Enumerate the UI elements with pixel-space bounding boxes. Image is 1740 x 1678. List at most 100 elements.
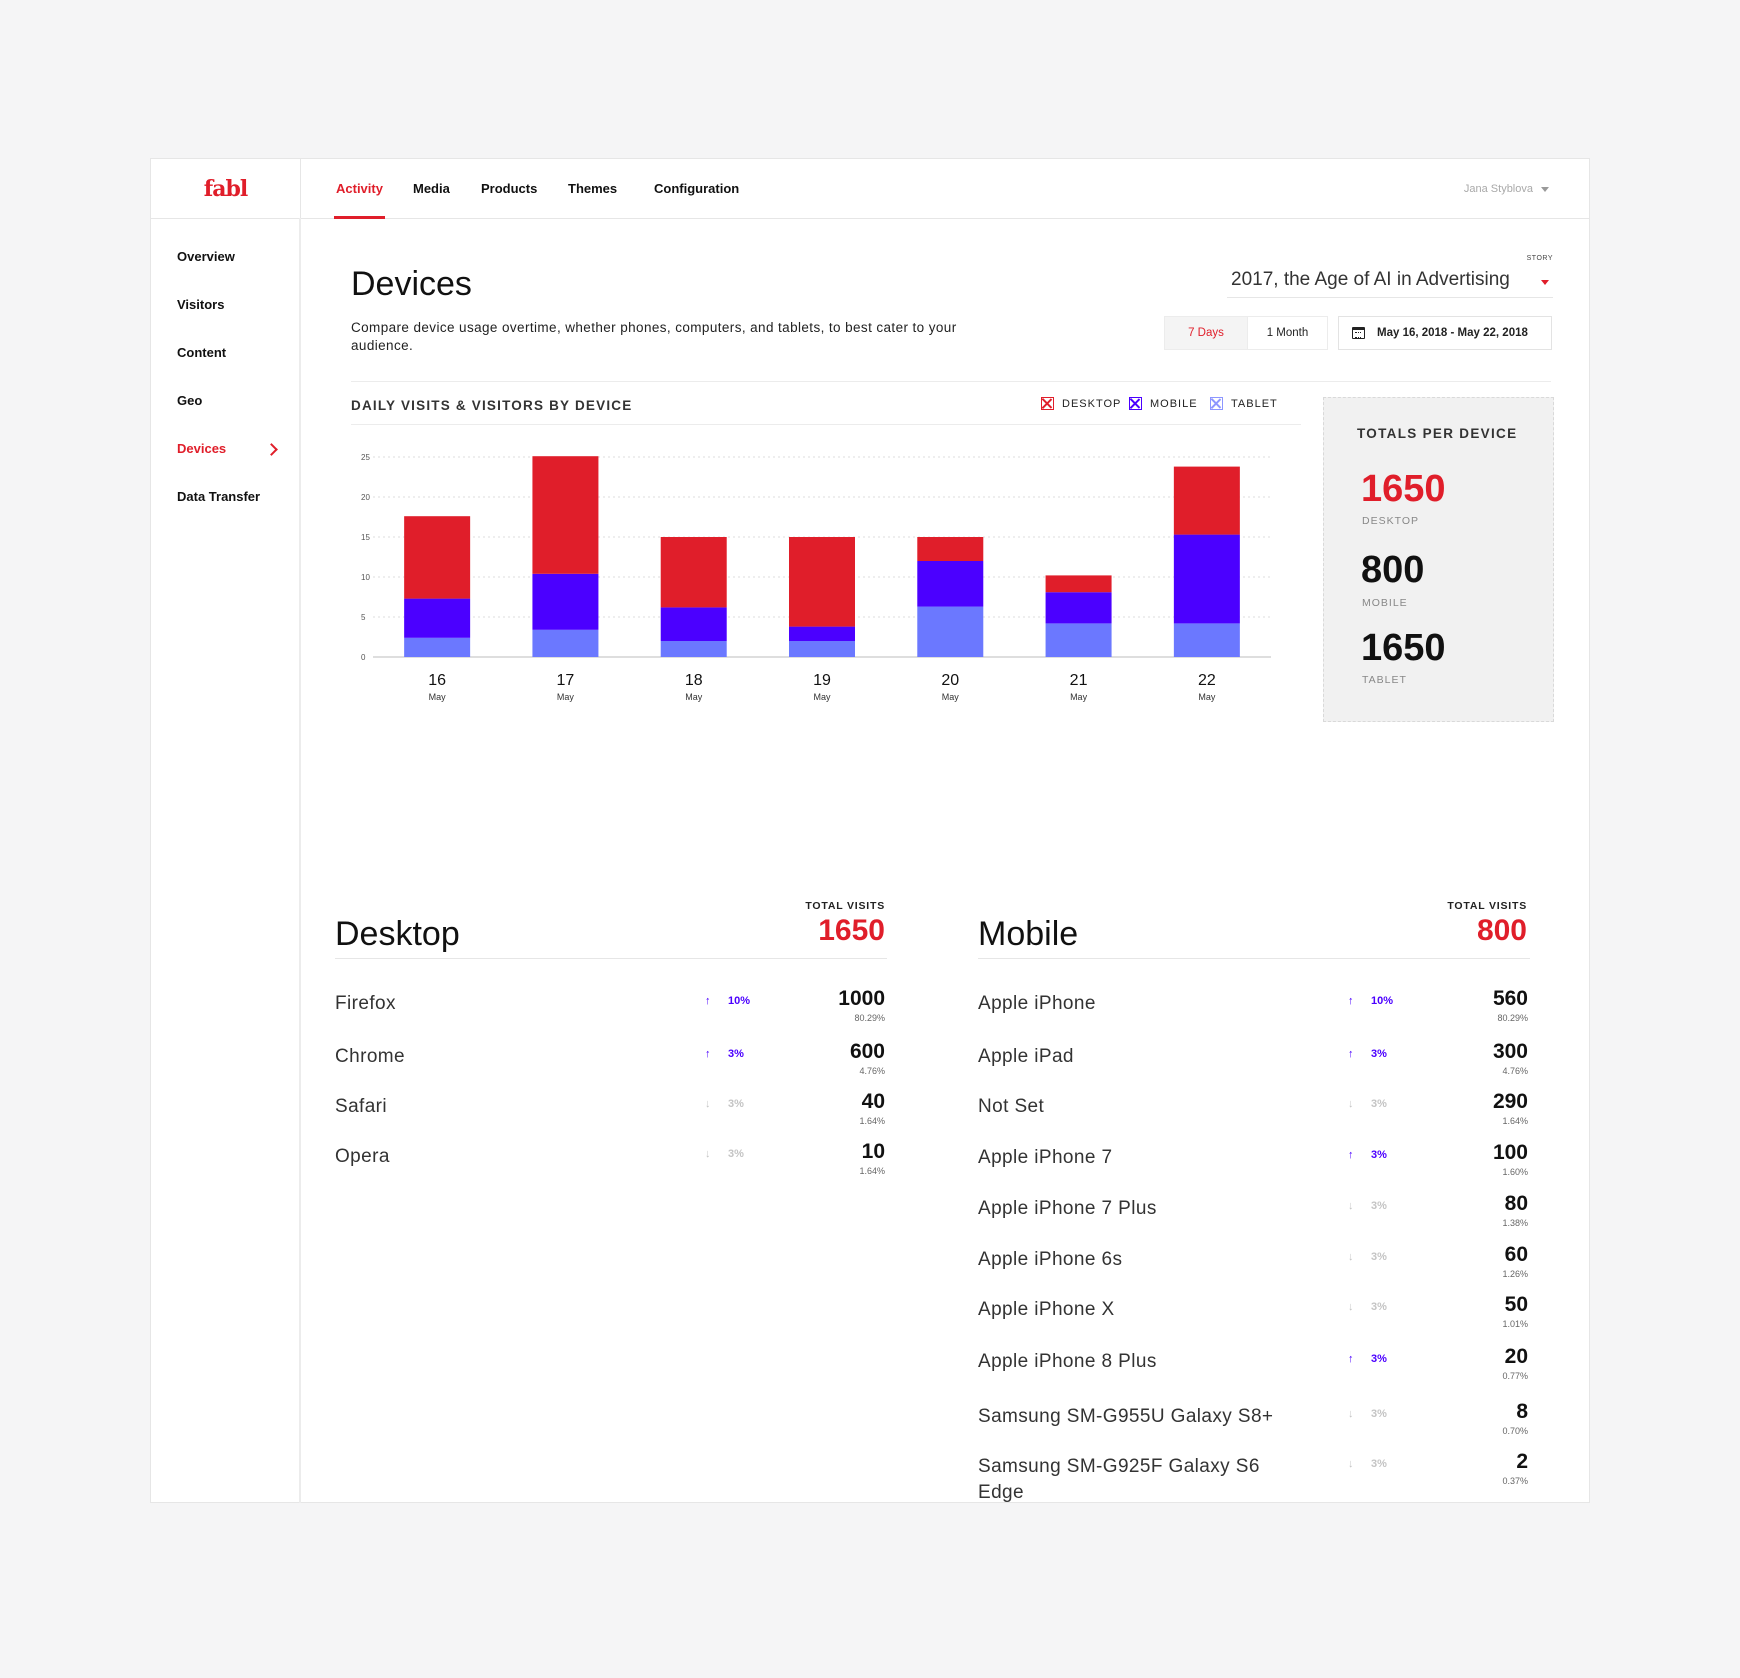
range-7-days-button[interactable]: 7 Days xyxy=(1188,327,1224,339)
item-percent: 1.64% xyxy=(859,1116,885,1126)
item-value: 80 xyxy=(1504,1192,1528,1215)
trend-indicator: ↓ 3% xyxy=(1348,1251,1387,1263)
date-range-value: May 16, 2018 - May 22, 2018 xyxy=(1377,327,1528,339)
sidebar-item-geo[interactable]: Geo xyxy=(177,393,203,408)
logo-container: fabl xyxy=(151,159,301,218)
bar-segment-desktop xyxy=(404,516,471,599)
trend-indicator: ↓ 3% xyxy=(1348,1408,1387,1420)
list-item[interactable]: Chrome ↑ 3% 600 4.76% xyxy=(335,1040,885,1086)
tab-activity[interactable]: Activity xyxy=(334,159,385,219)
user-menu[interactable]: Jana Styblova xyxy=(1464,159,1549,219)
bar-segment-desktop xyxy=(789,537,855,627)
item-percent: 1.64% xyxy=(1502,1116,1528,1126)
tab-configuration[interactable]: Configuration xyxy=(654,181,740,196)
bar-segment-mobile xyxy=(917,561,984,607)
date-range-picker[interactable]: May 16, 2018 - May 22, 2018 xyxy=(1338,316,1552,350)
x-tick-label: 22 xyxy=(1198,672,1216,689)
bar-segment-tablet xyxy=(789,641,855,657)
arrow-down-icon: ↓ xyxy=(1348,1200,1354,1212)
range-1-month-button[interactable]: 1 Month xyxy=(1247,317,1327,349)
item-percent: 1.26% xyxy=(1502,1269,1528,1279)
trend-indicator: ↓ 3% xyxy=(705,1148,744,1160)
divider xyxy=(351,424,1301,425)
arrow-down-icon: ↓ xyxy=(1348,1408,1354,1420)
arrow-up-icon: ↑ xyxy=(1348,1048,1354,1060)
item-value: 560 xyxy=(1492,987,1528,1010)
trend-change: 3% xyxy=(1368,1200,1387,1212)
tab-themes[interactable]: Themes xyxy=(568,181,618,196)
arrow-up-icon: ↑ xyxy=(1348,995,1354,1007)
item-value: 600 xyxy=(849,1040,885,1063)
sidebar-item-data-transfer[interactable]: Data Transfer xyxy=(177,489,261,504)
sidebar-item-devices[interactable]: Devices xyxy=(177,441,227,456)
divider xyxy=(351,381,1551,382)
x-tick-label: 21 xyxy=(1070,672,1088,689)
list-item[interactable]: Samsung SM-G925F Galaxy S6 Edge ↓ 3% 2 0.37… xyxy=(978,1450,1528,1503)
trend-indicator: ↑ 3% xyxy=(1348,1048,1387,1060)
x-tick-label: 20 xyxy=(941,672,959,689)
legend-label: MOBILE xyxy=(1150,398,1198,410)
list-item[interactable]: Apple iPhone X ↓ 3% 50 1.01% xyxy=(978,1293,1528,1339)
list-item[interactable]: Apple iPhone 7 Plus ↓ 3% 80 1.38% xyxy=(978,1192,1528,1238)
legend-swatch-desktop xyxy=(1041,397,1054,410)
total-tablet-label: TABLET xyxy=(1362,674,1407,686)
list-item[interactable]: Apple iPhone 8 Plus ↑ 3% 20 0.77% xyxy=(978,1345,1528,1391)
sidebar: Overview Visitors Content Geo Devices Da… xyxy=(151,218,301,1503)
legend-label: DESKTOP xyxy=(1062,398,1122,410)
list-item[interactable]: Apple iPad ↑ 3% 300 4.76% xyxy=(978,1040,1528,1086)
trend-change: 3% xyxy=(1368,1458,1387,1470)
list-item[interactable]: Not Set ↓ 3% 290 1.64% xyxy=(978,1090,1528,1136)
bar-segment-mobile xyxy=(660,607,727,641)
trend-change: 10% xyxy=(725,995,751,1007)
list-item[interactable]: Apple iPhone ↑ 10% 560 80.29% xyxy=(978,987,1528,1033)
list-item[interactable]: Firefox ↑ 10% 1000 80.29% xyxy=(335,987,885,1033)
item-percent: 4.76% xyxy=(859,1066,885,1076)
item-name: Apple iPhone xyxy=(978,993,1096,1014)
page-description: Compare device usage overtime, whether p… xyxy=(351,320,957,353)
calendar-icon xyxy=(1352,327,1365,339)
bar-segment-mobile xyxy=(789,626,855,641)
fabl-logo[interactable]: fabl xyxy=(203,175,248,202)
trend-indicator: ↑ 3% xyxy=(1348,1149,1387,1161)
main-content: Devices Compare device usage overtime, w… xyxy=(301,219,1591,1504)
desktop-total-label: TOTAL VISITS xyxy=(805,900,885,912)
app-window: fabl Activity Media Products Themes Conf… xyxy=(150,158,1590,1503)
tab-products[interactable]: Products xyxy=(481,181,538,196)
total-tablet-value: 1650 xyxy=(1361,627,1446,669)
x-tick-sublabel: May xyxy=(1070,692,1088,702)
item-percent: 1.38% xyxy=(1502,1218,1528,1228)
arrow-up-icon: ↑ xyxy=(1348,1149,1354,1161)
sidebar-item-visitors[interactable]: Visitors xyxy=(177,297,225,312)
y-tick-label: 5 xyxy=(361,613,366,622)
bar-segment-tablet xyxy=(1045,623,1112,657)
item-value: 100 xyxy=(1492,1141,1528,1164)
story-select[interactable]: 2017, the Age of AI in Advertising xyxy=(1227,267,1553,298)
story-label: STORY xyxy=(1526,255,1553,262)
sidebar-item-content[interactable]: Content xyxy=(177,345,227,360)
arrow-down-icon: ↓ xyxy=(705,1098,711,1110)
desktop-total-value: 1650 xyxy=(818,914,885,947)
x-tick-label: 17 xyxy=(557,672,575,689)
trend-change: 3% xyxy=(725,1048,744,1060)
tab-media[interactable]: Media xyxy=(413,181,450,196)
y-tick-label: 20 xyxy=(361,493,370,502)
item-value: 40 xyxy=(861,1090,885,1113)
item-value: 60 xyxy=(1504,1243,1528,1266)
desktop-section-title: Desktop xyxy=(335,915,460,953)
list-item[interactable]: Opera ↓ 3% 10 1.64% xyxy=(335,1140,885,1186)
item-percent: 0.77% xyxy=(1502,1371,1528,1381)
mobile-total-value: 800 xyxy=(1476,914,1527,947)
list-item[interactable]: Safari ↓ 3% 40 1.64% xyxy=(335,1090,885,1136)
trend-indicator: ↓ 3% xyxy=(705,1098,744,1110)
list-item[interactable]: Apple iPhone 7 ↑ 3% 100 1.60% xyxy=(978,1141,1528,1187)
trend-indicator: ↑ 10% xyxy=(705,995,750,1007)
bar-segment-tablet xyxy=(532,629,599,657)
chevron-right-icon xyxy=(265,443,278,456)
list-item[interactable]: Apple iPhone 6s ↓ 3% 60 1.26% xyxy=(978,1243,1528,1289)
list-item[interactable]: Samsung SM-G955U Galaxy S8+ ↓ 3% 8 0.70% xyxy=(978,1400,1528,1446)
user-name: Jana Styblova xyxy=(1463,183,1533,195)
item-value: 50 xyxy=(1504,1293,1528,1316)
arrow-up-icon: ↑ xyxy=(705,995,711,1007)
legend-swatch-mobile xyxy=(1129,397,1142,410)
sidebar-item-overview[interactable]: Overview xyxy=(177,249,235,264)
